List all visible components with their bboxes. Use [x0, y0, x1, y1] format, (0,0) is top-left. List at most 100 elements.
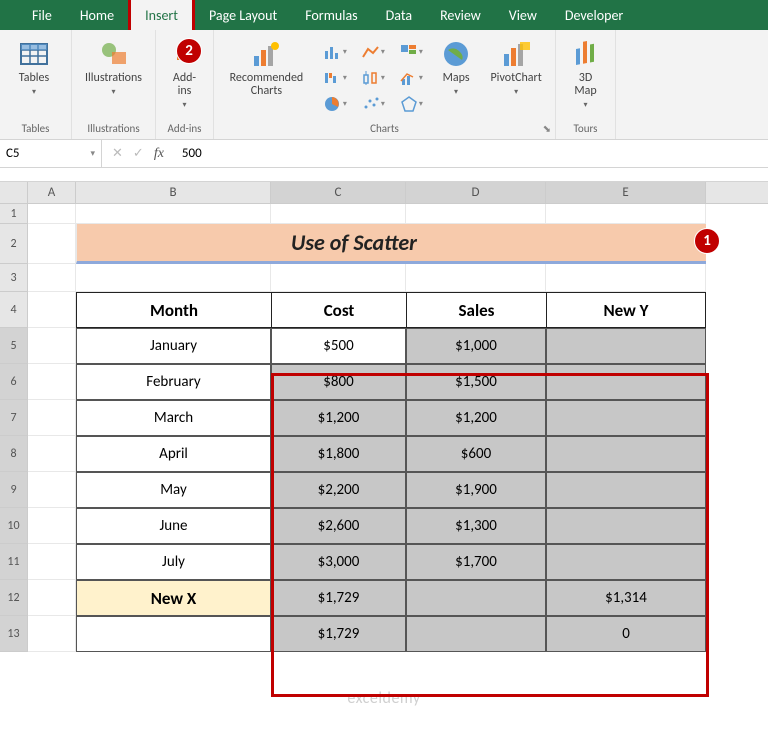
cell-A13[interactable]: [28, 616, 76, 652]
cell-C11[interactable]: $3,000: [271, 544, 406, 580]
tab-review[interactable]: Review: [426, 0, 495, 30]
cell-D9[interactable]: $1,900: [406, 472, 546, 508]
tab-data[interactable]: Data: [372, 0, 426, 30]
cell-A10[interactable]: [28, 508, 76, 544]
row-header-8[interactable]: 8: [0, 436, 28, 472]
cell-C3[interactable]: [271, 264, 406, 292]
fx-icon[interactable]: fx: [154, 146, 164, 162]
formula-input[interactable]: [174, 140, 768, 167]
cell-C9[interactable]: $2,200: [271, 472, 406, 508]
column-chart-icon[interactable]: ▾: [317, 40, 353, 64]
cell-A4[interactable]: [28, 292, 76, 328]
cell-C7[interactable]: $1,200: [271, 400, 406, 436]
hierarchy-chart-icon[interactable]: ▾: [393, 40, 429, 64]
row-header-11[interactable]: 11: [0, 544, 28, 580]
cell-C12[interactable]: $1,729: [271, 580, 406, 616]
cell-B2[interactable]: [76, 224, 271, 264]
row-header-4[interactable]: 4: [0, 292, 28, 328]
cell-A9[interactable]: [28, 472, 76, 508]
cell-C4[interactable]: Cost: [271, 292, 406, 328]
cell-B1[interactable]: [76, 204, 271, 224]
row-header-3[interactable]: 3: [0, 264, 28, 292]
statistic-chart-icon[interactable]: ▾: [355, 66, 391, 90]
line-chart-icon[interactable]: ▾: [355, 40, 391, 64]
cancel-icon[interactable]: ✕: [112, 146, 123, 161]
cell-E4[interactable]: New Y: [546, 292, 706, 328]
cell-C5[interactable]: $500: [271, 328, 406, 364]
cell-E2[interactable]: [546, 224, 706, 264]
cell-E11[interactable]: [546, 544, 706, 580]
cell-D11[interactable]: $1,700: [406, 544, 546, 580]
cell-E6[interactable]: [546, 364, 706, 400]
row-header-5[interactable]: 5: [0, 328, 28, 364]
row-header-13[interactable]: 13: [0, 616, 28, 652]
cell-D6[interactable]: $1,500: [406, 364, 546, 400]
radar-chart-icon[interactable]: ▾: [393, 92, 429, 116]
col-header-B[interactable]: B: [76, 182, 271, 203]
cell-C8[interactable]: $1,800: [271, 436, 406, 472]
cell-E8[interactable]: [546, 436, 706, 472]
cell-E3[interactable]: [546, 264, 706, 292]
combo-chart-icon[interactable]: ▾: [393, 66, 429, 90]
tab-home[interactable]: Home: [66, 0, 128, 30]
cell-D7[interactable]: $1,200: [406, 400, 546, 436]
cell-C2[interactable]: Use of Scatter: [271, 224, 406, 264]
cell-E5[interactable]: [546, 328, 706, 364]
cell-C13[interactable]: $1,729: [271, 616, 406, 652]
col-header-E[interactable]: E: [546, 182, 706, 203]
tab-insert[interactable]: Insert: [128, 0, 195, 33]
cell-D12[interactable]: [406, 580, 546, 616]
cell-C6[interactable]: $800: [271, 364, 406, 400]
cell-E13[interactable]: 0: [546, 616, 706, 652]
charts-dialog-launcher[interactable]: ⬊: [543, 122, 551, 135]
col-header-C[interactable]: C: [271, 182, 406, 203]
row-header-12[interactable]: 12: [0, 580, 28, 616]
scatter-chart-icon[interactable]: ▾: [355, 92, 391, 116]
col-header-A[interactable]: A: [28, 182, 76, 203]
row-header-2[interactable]: 2: [0, 224, 28, 264]
cell-B11[interactable]: July: [76, 544, 271, 580]
cell-B6[interactable]: February: [76, 364, 271, 400]
name-box[interactable]: C5: [0, 140, 102, 167]
cell-D2[interactable]: [406, 224, 546, 264]
cell-B9[interactable]: May: [76, 472, 271, 508]
cell-B10[interactable]: June: [76, 508, 271, 544]
cell-A3[interactable]: [28, 264, 76, 292]
illustrations-button[interactable]: Illustrations ▾: [78, 34, 149, 97]
cell-E7[interactable]: [546, 400, 706, 436]
cell-A8[interactable]: [28, 436, 76, 472]
cell-D4[interactable]: Sales: [406, 292, 546, 328]
cell-D1[interactable]: [406, 204, 546, 224]
cell-A12[interactable]: [28, 580, 76, 616]
cell-E1[interactable]: [546, 204, 706, 224]
cell-E9[interactable]: [546, 472, 706, 508]
cell-D8[interactable]: $600: [406, 436, 546, 472]
col-header-D[interactable]: D: [406, 182, 546, 203]
cell-D10[interactable]: $1,300: [406, 508, 546, 544]
waterfall-chart-icon[interactable]: ▾: [317, 66, 353, 90]
tab-view[interactable]: View: [495, 0, 551, 30]
cell-B4[interactable]: Month: [76, 292, 271, 328]
cell-C1[interactable]: [271, 204, 406, 224]
tab-formulas[interactable]: Formulas: [291, 0, 371, 30]
cell-A11[interactable]: [28, 544, 76, 580]
tab-page-layout[interactable]: Page Layout: [195, 0, 291, 30]
cell-A6[interactable]: [28, 364, 76, 400]
cell-D3[interactable]: [406, 264, 546, 292]
cell-B13[interactable]: [76, 616, 271, 652]
row-header-1[interactable]: 1: [0, 204, 28, 224]
row-header-6[interactable]: 6: [0, 364, 28, 400]
cell-E10[interactable]: [546, 508, 706, 544]
tables-button[interactable]: Tables ▾: [6, 34, 62, 97]
row-header-7[interactable]: 7: [0, 400, 28, 436]
cell-B5[interactable]: January: [76, 328, 271, 364]
cell-A2[interactable]: [28, 224, 76, 264]
cell-A5[interactable]: [28, 328, 76, 364]
row-header-10[interactable]: 10: [0, 508, 28, 544]
recommended-charts-button[interactable]: Recommended Charts: [220, 34, 313, 98]
enter-icon[interactable]: ✓: [133, 146, 144, 161]
row-header-9[interactable]: 9: [0, 472, 28, 508]
cell-B7[interactable]: March: [76, 400, 271, 436]
cell-B8[interactable]: April: [76, 436, 271, 472]
cell-A1[interactable]: [28, 204, 76, 224]
